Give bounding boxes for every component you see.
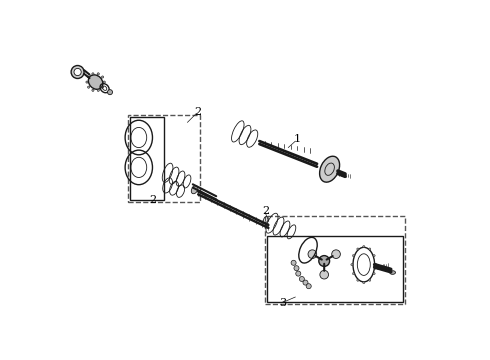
Text: 1: 1	[294, 134, 301, 144]
Circle shape	[88, 86, 90, 88]
Circle shape	[296, 271, 301, 276]
Circle shape	[97, 73, 99, 75]
Circle shape	[101, 76, 104, 78]
Circle shape	[74, 68, 81, 76]
Text: 2: 2	[195, 107, 202, 117]
Text: 3: 3	[279, 298, 286, 308]
Text: 2: 2	[262, 206, 270, 216]
Circle shape	[368, 248, 371, 250]
Circle shape	[103, 81, 105, 83]
Circle shape	[374, 264, 377, 266]
Circle shape	[88, 76, 90, 78]
Circle shape	[357, 279, 359, 281]
Bar	[267, 236, 403, 302]
Circle shape	[352, 255, 355, 257]
Text: 2: 2	[149, 195, 157, 205]
Ellipse shape	[390, 271, 395, 274]
Circle shape	[306, 284, 311, 289]
Circle shape	[320, 270, 328, 279]
Circle shape	[351, 264, 353, 266]
Ellipse shape	[319, 156, 340, 182]
Circle shape	[357, 248, 359, 250]
Circle shape	[352, 273, 355, 275]
Circle shape	[299, 276, 304, 282]
Bar	[130, 117, 164, 200]
Circle shape	[92, 73, 94, 75]
Circle shape	[363, 246, 365, 248]
Circle shape	[71, 66, 84, 78]
Circle shape	[291, 260, 296, 265]
Circle shape	[332, 250, 341, 258]
Ellipse shape	[88, 75, 103, 89]
Circle shape	[101, 86, 104, 88]
Ellipse shape	[191, 186, 198, 194]
Circle shape	[294, 266, 299, 271]
Circle shape	[86, 81, 88, 83]
Circle shape	[97, 89, 99, 91]
Circle shape	[363, 282, 365, 284]
Circle shape	[92, 89, 94, 91]
Circle shape	[303, 280, 308, 285]
Circle shape	[107, 90, 113, 95]
Circle shape	[368, 279, 371, 281]
Circle shape	[373, 255, 375, 257]
Circle shape	[373, 273, 375, 275]
Circle shape	[319, 256, 330, 266]
Circle shape	[308, 250, 317, 258]
